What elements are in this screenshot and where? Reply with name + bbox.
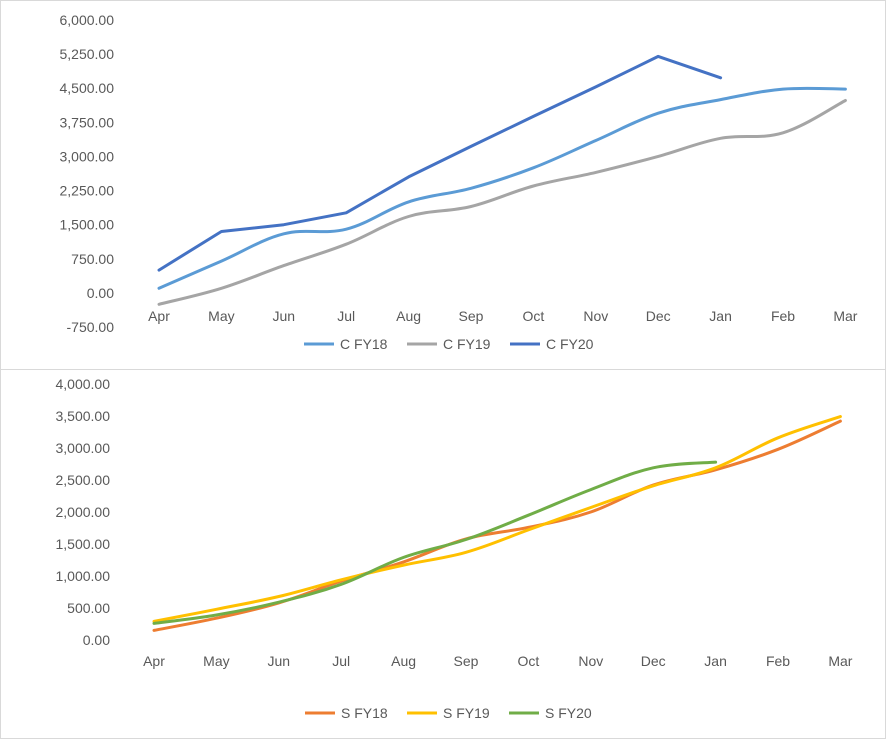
legend-label: S FY18 [341, 705, 388, 721]
x-tick-label: Dec [641, 653, 666, 669]
legend-label: C FY20 [546, 336, 594, 352]
y-tick-label: 2,500.00 [56, 472, 111, 488]
x-tick-label: Nov [578, 653, 603, 669]
x-tick-label: Oct [518, 653, 540, 669]
x-tick-label: Jul [332, 653, 350, 669]
chart-s-svg: 0.00 500.00 1,000.00 1,500.00 2,000.00 2,500.… [56, 376, 853, 721]
y-tick-label: 4,000.00 [56, 376, 111, 392]
legend-label: C FY19 [443, 336, 491, 352]
x-tick-label: Jan [704, 653, 727, 669]
legend-label: S FY19 [443, 705, 490, 721]
series-line-c-fy19 [157, 99, 847, 306]
y-tick-label: 500.00 [67, 600, 110, 616]
legend-label: S FY20 [545, 705, 592, 721]
x-tick-label: Mar [828, 653, 852, 669]
x-tick-label: Feb [766, 653, 790, 669]
x-tick-label: Feb [771, 308, 795, 324]
y-tick-label: 0.00 [83, 632, 110, 648]
series-line-c-fy18 [157, 86, 847, 290]
x-tick-label: Oct [523, 308, 545, 324]
x-tick-label: Jan [709, 308, 732, 324]
y-tick-label: 2,000.00 [56, 504, 111, 520]
x-tick-label: May [208, 308, 234, 324]
x-tick-label: Apr [143, 653, 165, 669]
x-tick-label: Jul [337, 308, 355, 324]
series-line-s-fy20 [152, 460, 718, 625]
x-tick-label: Jun [273, 308, 296, 324]
series-line-c-fy20 [157, 54, 723, 272]
x-tick-label: May [203, 653, 229, 669]
y-tick-label: 750.00 [71, 251, 114, 267]
x-tick-label: Aug [391, 653, 416, 669]
x-tick-label: Sep [459, 308, 484, 324]
x-tick-label: Nov [583, 308, 608, 324]
y-tick-label: 3,000.00 [60, 148, 115, 164]
chart-panel-s: 0.00 500.00 1,000.00 1,500.00 2,000.00 2,500.… [0, 369, 886, 739]
y-tick-label: 5,250.00 [60, 46, 115, 62]
x-tick-label: Sep [454, 653, 479, 669]
y-tick-label: 4,500.00 [60, 80, 115, 96]
y-tick-label: 2,250.00 [60, 183, 115, 199]
y-tick-label: 6,000.00 [60, 12, 115, 28]
y-tick-label: 1,000.00 [56, 568, 111, 584]
y-tick-label: 3,500.00 [56, 408, 111, 424]
y-tick-label: 3,000.00 [56, 440, 111, 456]
x-tick-label: Dec [646, 308, 671, 324]
y-tick-label: 1,500.00 [56, 536, 111, 552]
x-tick-label: Apr [148, 308, 170, 324]
x-tick-label: Mar [833, 308, 857, 324]
series-line-s-fy19 [152, 415, 842, 623]
chart-panel-c: -750.00 0.00 750.00 1,500.00 2,250.00 3,000.0… [0, 0, 886, 370]
chart-c-svg: -750.00 0.00 750.00 1,500.00 2,250.00 3,000.0… [60, 12, 858, 352]
y-tick-label: -750.00 [67, 319, 115, 335]
x-tick-label: Jun [268, 653, 291, 669]
y-tick-label: 1,500.00 [60, 217, 115, 233]
legend-label: C FY18 [340, 336, 388, 352]
x-tick-label: Aug [396, 308, 421, 324]
y-tick-label: 0.00 [87, 285, 114, 301]
series-line-s-fy18 [152, 419, 842, 632]
y-tick-label: 3,750.00 [60, 114, 115, 130]
